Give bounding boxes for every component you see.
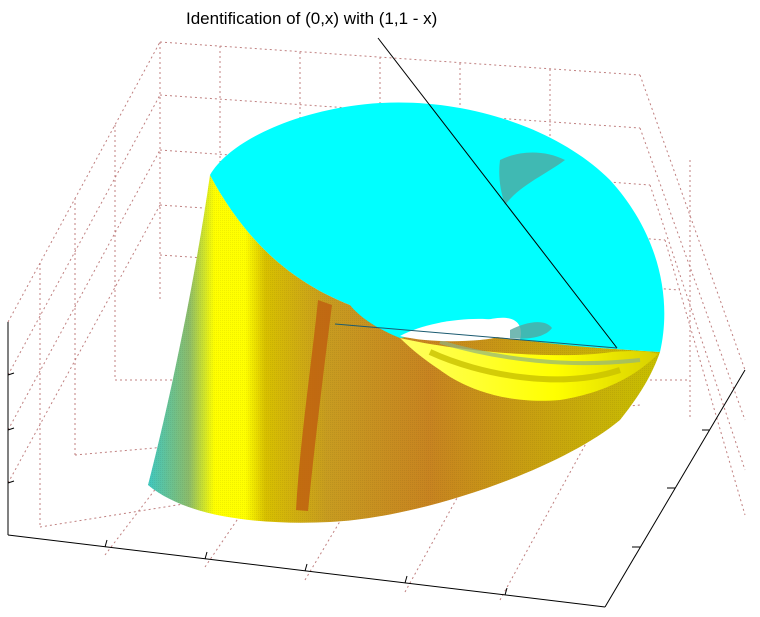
band-top-shade [499, 152, 565, 205]
band-shade-stripe [296, 300, 332, 511]
annotation-label: Identification of (0,x) with (1,1 - x) [186, 9, 437, 28]
band-hole [400, 318, 511, 342]
band-inner-surface [400, 338, 658, 401]
axes [7, 322, 746, 608]
annotation-pointer [377, 37, 618, 349]
